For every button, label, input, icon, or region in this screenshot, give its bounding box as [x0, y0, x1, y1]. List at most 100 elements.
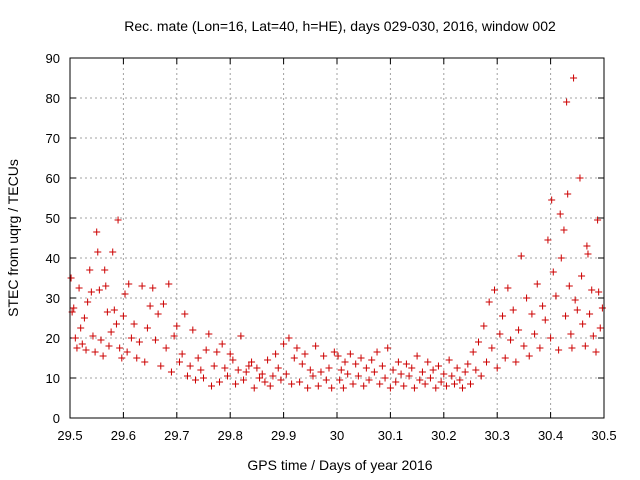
- data-point: [360, 382, 368, 390]
- data-point: [127, 334, 135, 342]
- data-point: [424, 358, 432, 366]
- data-point: [138, 282, 146, 290]
- y-tick-label: 80: [46, 91, 60, 106]
- data-point: [507, 336, 515, 344]
- data-point: [149, 284, 157, 292]
- data-point: [523, 294, 531, 302]
- data-point: [178, 350, 186, 358]
- data-point: [517, 252, 525, 260]
- x-tick-label: 29.8: [218, 428, 243, 443]
- data-point: [109, 248, 117, 256]
- data-point: [229, 356, 237, 364]
- data-point: [509, 306, 517, 314]
- data-point: [95, 286, 103, 294]
- data-point: [485, 298, 493, 306]
- data-point: [157, 362, 165, 370]
- data-point: [440, 370, 448, 378]
- data-point: [336, 376, 344, 384]
- data-point: [146, 302, 154, 310]
- x-tick-label: 30.3: [485, 428, 510, 443]
- data-point: [586, 310, 594, 318]
- data-point: [175, 358, 183, 366]
- x-tick-label: 30.1: [378, 428, 403, 443]
- data-point: [560, 226, 568, 234]
- x-tick-label: 29.5: [57, 428, 82, 443]
- data-point: [301, 350, 309, 358]
- data-point: [544, 236, 552, 244]
- data-point: [141, 358, 149, 366]
- x-tick-label: 29.6: [111, 428, 136, 443]
- data-point: [477, 372, 485, 380]
- y-tick-label: 0: [53, 411, 60, 426]
- data-point: [536, 344, 544, 352]
- data-point: [264, 356, 272, 364]
- data-point: [432, 384, 440, 392]
- data-point: [400, 382, 408, 390]
- data-point: [410, 384, 418, 392]
- data-point: [588, 286, 596, 294]
- data-point: [493, 364, 501, 372]
- data-point: [584, 250, 592, 258]
- data-point: [365, 376, 373, 384]
- data-point: [413, 352, 421, 360]
- data-point: [107, 328, 115, 336]
- data-point: [472, 366, 480, 374]
- data-point: [101, 266, 109, 274]
- data-point: [568, 344, 576, 352]
- data-point: [456, 376, 464, 384]
- data-point: [234, 366, 242, 374]
- data-point: [77, 324, 85, 332]
- data-point: [429, 366, 437, 374]
- data-point: [165, 280, 173, 288]
- data-point: [528, 310, 536, 318]
- data-point: [549, 268, 557, 276]
- data-point: [552, 292, 560, 300]
- data-point: [579, 320, 587, 328]
- data-point: [123, 348, 131, 356]
- data-point: [99, 352, 107, 360]
- data-point: [154, 310, 162, 318]
- data-point: [105, 342, 113, 350]
- data-point: [84, 298, 92, 306]
- data-point: [216, 378, 224, 386]
- data-point: [376, 380, 384, 388]
- x-tick-label: 30.2: [431, 428, 456, 443]
- data-point: [501, 354, 509, 362]
- data-point: [437, 378, 445, 386]
- data-point: [458, 384, 466, 392]
- data-point: [304, 384, 312, 392]
- data-point: [288, 380, 296, 388]
- data-point: [384, 344, 392, 352]
- data-point: [475, 338, 483, 346]
- data-point: [118, 354, 126, 362]
- data-point: [248, 358, 256, 366]
- y-tick-label: 40: [46, 251, 60, 266]
- data-point: [341, 358, 349, 366]
- data-point: [114, 216, 122, 224]
- data-point: [116, 344, 124, 352]
- data-point: [205, 330, 213, 338]
- data-point: [202, 346, 210, 354]
- data-point: [272, 350, 280, 358]
- data-point: [491, 286, 499, 294]
- data-point: [73, 344, 81, 352]
- data-point: [245, 362, 253, 370]
- data-point: [421, 380, 429, 388]
- data-point: [337, 366, 345, 374]
- data-point: [282, 370, 290, 378]
- data-point: [320, 352, 328, 360]
- data-point: [496, 330, 504, 338]
- data-point: [189, 326, 197, 334]
- data-point: [194, 354, 202, 362]
- data-point: [293, 344, 301, 352]
- data-point: [394, 358, 402, 366]
- data-point: [210, 362, 218, 370]
- data-point: [298, 360, 306, 368]
- data-point: [200, 374, 207, 382]
- data-point: [242, 368, 250, 376]
- data-point: [330, 348, 338, 356]
- data-point: [567, 330, 575, 338]
- data-point: [70, 304, 78, 312]
- data-point: [515, 326, 523, 334]
